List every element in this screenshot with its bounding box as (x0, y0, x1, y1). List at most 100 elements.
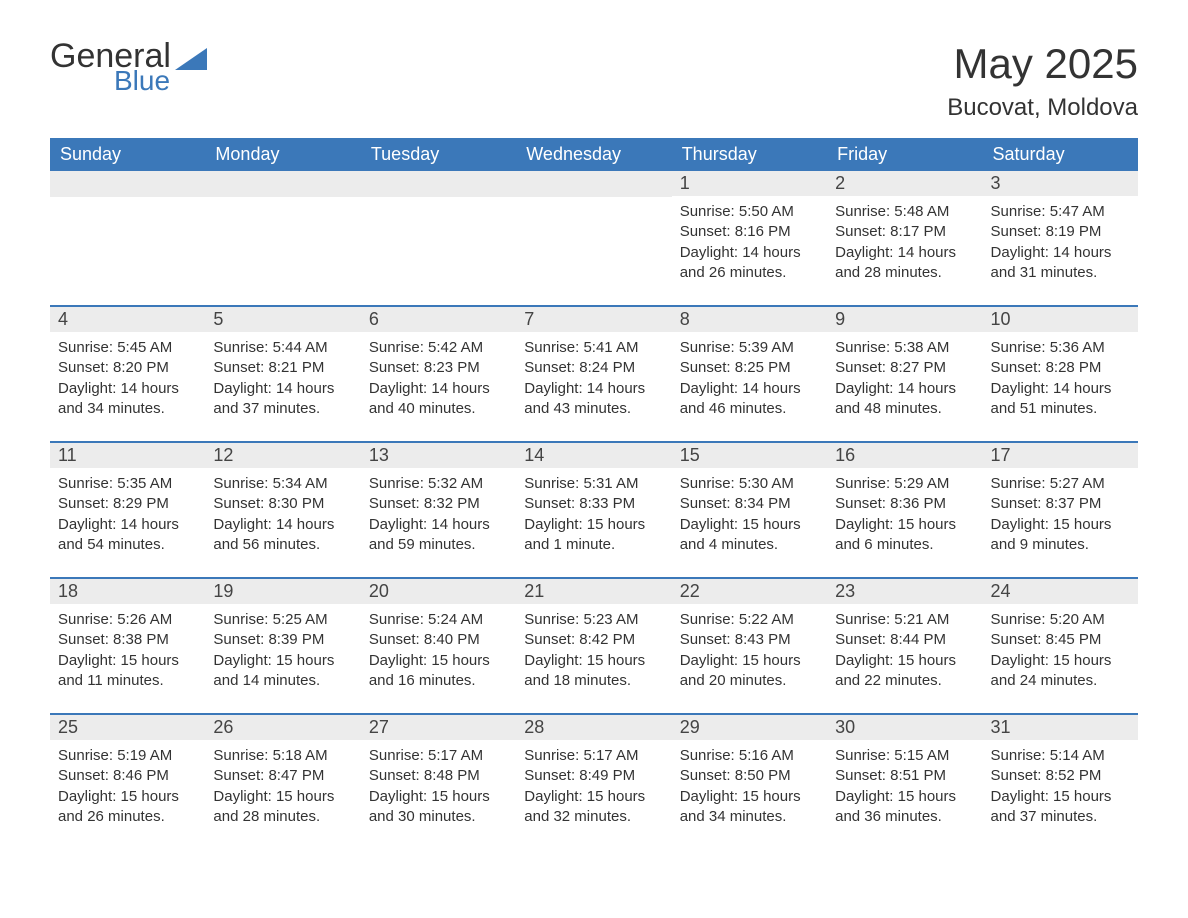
brand-blue: Blue (114, 68, 171, 95)
calendar-day-cell: 29Sunrise: 5:16 AMSunset: 8:50 PMDayligh… (672, 714, 827, 849)
day-content: Sunrise: 5:21 AMSunset: 8:44 PMDaylight:… (827, 604, 982, 713)
day-number: 28 (516, 715, 671, 740)
calendar-day-cell: 31Sunrise: 5:14 AMSunset: 8:52 PMDayligh… (983, 714, 1138, 849)
weekday-header: Friday (827, 138, 982, 171)
day-number: 30 (827, 715, 982, 740)
day-number: 2 (827, 171, 982, 196)
calendar-day-cell: 21Sunrise: 5:23 AMSunset: 8:42 PMDayligh… (516, 578, 671, 714)
day-content: Sunrise: 5:41 AMSunset: 8:24 PMDaylight:… (516, 332, 671, 441)
day-number: 17 (983, 443, 1138, 468)
day-content-empty (50, 197, 205, 245)
calendar-day-cell: 16Sunrise: 5:29 AMSunset: 8:36 PMDayligh… (827, 442, 982, 578)
calendar-day-cell: 17Sunrise: 5:27 AMSunset: 8:37 PMDayligh… (983, 442, 1138, 578)
day-content: Sunrise: 5:24 AMSunset: 8:40 PMDaylight:… (361, 604, 516, 713)
day-content: Sunrise: 5:31 AMSunset: 8:33 PMDaylight:… (516, 468, 671, 577)
day-number: 10 (983, 307, 1138, 332)
weekday-header: Tuesday (361, 138, 516, 171)
day-content: Sunrise: 5:26 AMSunset: 8:38 PMDaylight:… (50, 604, 205, 713)
day-content: Sunrise: 5:48 AMSunset: 8:17 PMDaylight:… (827, 196, 982, 305)
calendar-day-cell: 6Sunrise: 5:42 AMSunset: 8:23 PMDaylight… (361, 306, 516, 442)
calendar-week-row: 11Sunrise: 5:35 AMSunset: 8:29 PMDayligh… (50, 442, 1138, 578)
calendar-table: Sunday Monday Tuesday Wednesday Thursday… (50, 138, 1138, 849)
day-number (361, 171, 516, 197)
day-number: 1 (672, 171, 827, 196)
weekday-header: Sunday (50, 138, 205, 171)
calendar-day-cell: 3Sunrise: 5:47 AMSunset: 8:19 PMDaylight… (983, 171, 1138, 306)
calendar-day-cell: 14Sunrise: 5:31 AMSunset: 8:33 PMDayligh… (516, 442, 671, 578)
calendar-day-cell: 13Sunrise: 5:32 AMSunset: 8:32 PMDayligh… (361, 442, 516, 578)
weekday-header: Saturday (983, 138, 1138, 171)
day-number: 29 (672, 715, 827, 740)
day-content: Sunrise: 5:34 AMSunset: 8:30 PMDaylight:… (205, 468, 360, 577)
calendar-day-cell: 18Sunrise: 5:26 AMSunset: 8:38 PMDayligh… (50, 578, 205, 714)
day-number: 9 (827, 307, 982, 332)
calendar-day-cell: 24Sunrise: 5:20 AMSunset: 8:45 PMDayligh… (983, 578, 1138, 714)
calendar-day-cell (205, 171, 360, 306)
day-number (50, 171, 205, 197)
day-content: Sunrise: 5:50 AMSunset: 8:16 PMDaylight:… (672, 196, 827, 305)
day-number: 26 (205, 715, 360, 740)
day-content: Sunrise: 5:44 AMSunset: 8:21 PMDaylight:… (205, 332, 360, 441)
calendar-day-cell: 27Sunrise: 5:17 AMSunset: 8:48 PMDayligh… (361, 714, 516, 849)
brand-triangle-icon (175, 48, 207, 75)
day-number: 7 (516, 307, 671, 332)
weekday-header: Wednesday (516, 138, 671, 171)
day-content: Sunrise: 5:35 AMSunset: 8:29 PMDaylight:… (50, 468, 205, 577)
calendar-week-row: 18Sunrise: 5:26 AMSunset: 8:38 PMDayligh… (50, 578, 1138, 714)
day-content: Sunrise: 5:23 AMSunset: 8:42 PMDaylight:… (516, 604, 671, 713)
day-content: Sunrise: 5:15 AMSunset: 8:51 PMDaylight:… (827, 740, 982, 849)
day-content: Sunrise: 5:29 AMSunset: 8:36 PMDaylight:… (827, 468, 982, 577)
day-number: 3 (983, 171, 1138, 196)
day-number: 6 (361, 307, 516, 332)
calendar-day-cell: 20Sunrise: 5:24 AMSunset: 8:40 PMDayligh… (361, 578, 516, 714)
calendar-day-cell: 22Sunrise: 5:22 AMSunset: 8:43 PMDayligh… (672, 578, 827, 714)
brand-text: General Blue (50, 40, 171, 95)
calendar-day-cell: 4Sunrise: 5:45 AMSunset: 8:20 PMDaylight… (50, 306, 205, 442)
day-content: Sunrise: 5:25 AMSunset: 8:39 PMDaylight:… (205, 604, 360, 713)
day-number: 13 (361, 443, 516, 468)
day-number: 21 (516, 579, 671, 604)
day-content: Sunrise: 5:18 AMSunset: 8:47 PMDaylight:… (205, 740, 360, 849)
title-block: May 2025 Bucovat, Moldova (947, 40, 1138, 122)
header: General Blue May 2025 Bucovat, Moldova (50, 40, 1138, 122)
day-number: 19 (205, 579, 360, 604)
day-content: Sunrise: 5:47 AMSunset: 8:19 PMDaylight:… (983, 196, 1138, 305)
day-content: Sunrise: 5:17 AMSunset: 8:49 PMDaylight:… (516, 740, 671, 849)
day-number: 16 (827, 443, 982, 468)
calendar-body: 1Sunrise: 5:50 AMSunset: 8:16 PMDaylight… (50, 171, 1138, 849)
day-content: Sunrise: 5:22 AMSunset: 8:43 PMDaylight:… (672, 604, 827, 713)
day-number: 27 (361, 715, 516, 740)
weekday-header: Thursday (672, 138, 827, 171)
day-number: 11 (50, 443, 205, 468)
calendar-day-cell: 11Sunrise: 5:35 AMSunset: 8:29 PMDayligh… (50, 442, 205, 578)
day-content: Sunrise: 5:14 AMSunset: 8:52 PMDaylight:… (983, 740, 1138, 849)
day-content: Sunrise: 5:42 AMSunset: 8:23 PMDaylight:… (361, 332, 516, 441)
day-number: 4 (50, 307, 205, 332)
day-content: Sunrise: 5:30 AMSunset: 8:34 PMDaylight:… (672, 468, 827, 577)
day-number: 31 (983, 715, 1138, 740)
day-content: Sunrise: 5:32 AMSunset: 8:32 PMDaylight:… (361, 468, 516, 577)
calendar-week-row: 4Sunrise: 5:45 AMSunset: 8:20 PMDaylight… (50, 306, 1138, 442)
day-content: Sunrise: 5:20 AMSunset: 8:45 PMDaylight:… (983, 604, 1138, 713)
day-content: Sunrise: 5:38 AMSunset: 8:27 PMDaylight:… (827, 332, 982, 441)
day-number: 20 (361, 579, 516, 604)
calendar-day-cell: 30Sunrise: 5:15 AMSunset: 8:51 PMDayligh… (827, 714, 982, 849)
calendar-day-cell: 28Sunrise: 5:17 AMSunset: 8:49 PMDayligh… (516, 714, 671, 849)
day-content: Sunrise: 5:16 AMSunset: 8:50 PMDaylight:… (672, 740, 827, 849)
location-label: Bucovat, Moldova (947, 94, 1138, 122)
calendar-day-cell (361, 171, 516, 306)
weekday-header: Monday (205, 138, 360, 171)
day-number: 5 (205, 307, 360, 332)
brand-logo: General Blue (50, 40, 207, 95)
calendar-week-row: 25Sunrise: 5:19 AMSunset: 8:46 PMDayligh… (50, 714, 1138, 849)
day-content: Sunrise: 5:39 AMSunset: 8:25 PMDaylight:… (672, 332, 827, 441)
day-content-empty (361, 197, 516, 245)
day-content-empty (516, 197, 671, 245)
calendar-day-cell: 7Sunrise: 5:41 AMSunset: 8:24 PMDaylight… (516, 306, 671, 442)
day-number: 22 (672, 579, 827, 604)
calendar-day-cell: 26Sunrise: 5:18 AMSunset: 8:47 PMDayligh… (205, 714, 360, 849)
day-number: 8 (672, 307, 827, 332)
calendar-day-cell (50, 171, 205, 306)
day-number (205, 171, 360, 197)
day-number: 18 (50, 579, 205, 604)
